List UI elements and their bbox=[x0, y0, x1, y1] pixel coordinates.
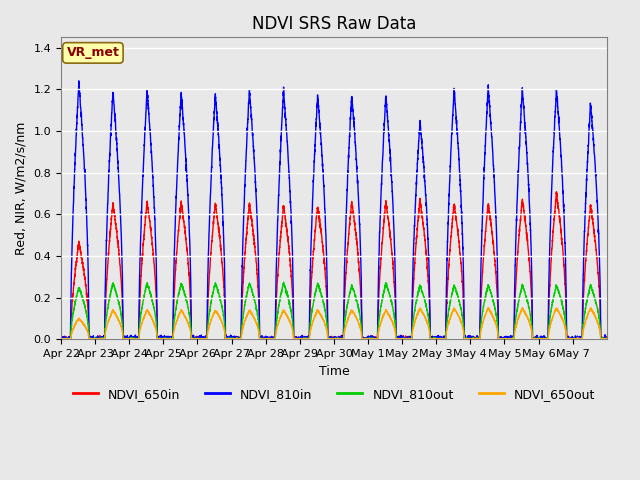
Legend: NDVI_650in, NDVI_810in, NDVI_810out, NDVI_650out: NDVI_650in, NDVI_810in, NDVI_810out, NDV… bbox=[68, 383, 600, 406]
Title: NDVI SRS Raw Data: NDVI SRS Raw Data bbox=[252, 15, 416, 33]
X-axis label: Time: Time bbox=[319, 365, 349, 378]
Y-axis label: Red, NIR, W/m2/s/nm: Red, NIR, W/m2/s/nm bbox=[15, 121, 28, 255]
Text: VR_met: VR_met bbox=[67, 47, 119, 60]
